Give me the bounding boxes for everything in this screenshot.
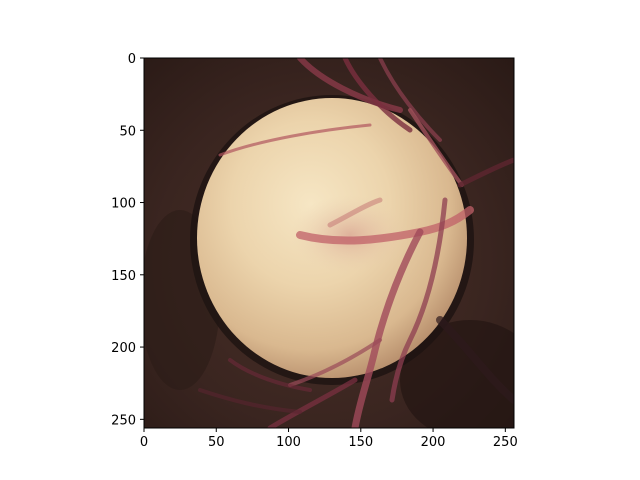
fundus-image [144,58,514,428]
x-tick-label: 250 [493,435,518,450]
blood-vessels [198,58,514,428]
y-tick-label: 250 [111,413,136,428]
x-tick-label: 100 [276,435,301,450]
x-tick-label: 150 [348,435,373,450]
optic-cup [290,195,410,275]
x-axis: 0 50 100 150 200 250 [140,428,518,450]
x-tick-label: 50 [208,435,225,450]
y-tick-label: 200 [111,341,136,356]
plot-frame [143,57,515,429]
y-tick-label: 150 [111,269,136,284]
x-tick-label: 0 [140,435,148,450]
y-tick-label: 0 [128,52,136,67]
y-tick-label: 100 [111,197,136,212]
x-tick-label: 200 [421,435,446,450]
y-tick-label: 50 [119,124,136,139]
y-axis: 0 50 100 150 200 250 [111,52,144,428]
